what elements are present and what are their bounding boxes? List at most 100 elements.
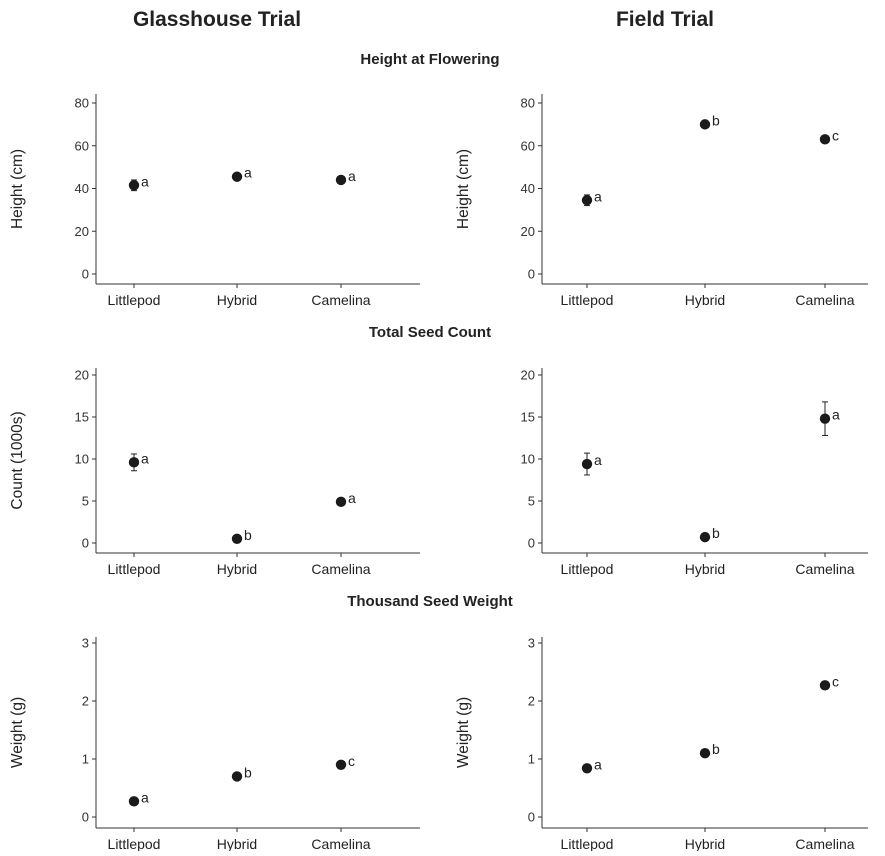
panel-glasshouse-height: 0 20 40 60 80 Height (cm) Littlepod a Hybrid a Cam… [9,94,420,308]
data-point [699,119,711,130]
y-tick-label: 0 [82,267,89,282]
significance-letter: b [712,525,720,541]
x-category-label: Camelina [795,836,854,851]
y-tick-label: 15 [75,410,89,425]
data-point [335,759,347,770]
x-category-label: Littlepod [108,561,161,577]
significance-letter: b [712,741,720,757]
x-category-label: Camelina [311,561,370,577]
significance-letter: a [141,789,149,805]
y-tick-label: 0 [528,810,535,825]
y-tick-label: 5 [528,494,535,509]
data-point [231,771,243,782]
x-category-label: Hybrid [217,292,257,308]
panel-field-height: 0 20 40 60 80 Height (cm) Littlepod a Hybrid b Cam… [455,94,868,308]
data-point [581,458,593,470]
panel-field-seed-count: 0 5 10 15 20 Littlepod a Hybrid b Camelina a [521,368,868,577]
x-category-label: Littlepod [561,836,614,851]
y-tick-label: 20 [521,224,535,239]
significance-letter: a [348,168,356,184]
significance-letter: c [832,673,839,689]
data-point [819,134,831,145]
data-point [581,195,593,206]
row-title-seed-count: Total Seed Count [369,324,491,341]
y-tick-label: 20 [75,368,89,383]
y-tick-label: 0 [82,810,89,825]
y-axis-label: Weight (g) [9,697,26,768]
panel-field-seed-weight: 0 1 2 3 Weight (g) Littlepod a Hybrid b Camelina c [455,636,868,852]
data-point [128,796,140,807]
y-tick-label: 0 [528,267,535,282]
y-tick-label: 15 [521,410,535,425]
x-category-label: Hybrid [685,836,725,851]
significance-letter: a [832,407,840,423]
y-tick-label: 80 [75,96,89,111]
y-tick-label: 5 [82,494,89,509]
significance-letter: c [348,753,355,769]
significance-letter: a [348,490,356,506]
y-tick-label: 10 [521,452,535,467]
data-point [231,533,243,544]
x-category-label: Hybrid [217,836,257,851]
x-category-label: Hybrid [685,561,725,577]
significance-letter: b [244,527,252,543]
data-point [128,180,140,191]
significance-letter: c [832,127,839,143]
data-point [819,680,831,691]
y-tick-label: 1 [528,752,535,767]
y-tick-label: 2 [82,694,89,709]
row-title-height: Height at Flowering [360,51,499,68]
significance-letter: b [712,112,720,128]
x-category-label: Camelina [795,292,854,308]
x-category-label: Hybrid [685,292,725,308]
y-tick-label: 40 [521,181,535,196]
data-point [231,171,243,182]
significance-letter: a [244,165,252,181]
y-axis-label: Count (1000s) [9,411,26,509]
x-category-label: Camelina [311,292,370,308]
y-tick-label: 0 [82,536,89,551]
x-category-label: Camelina [795,561,854,577]
x-category-label: Littlepod [108,836,161,851]
significance-letter: a [594,452,602,468]
significance-letter: a [141,450,149,466]
significance-letter: a [594,756,602,772]
y-tick-label: 2 [528,694,535,709]
x-category-label: Hybrid [217,561,257,577]
y-tick-label: 3 [82,636,89,651]
x-category-label: Camelina [311,836,370,851]
x-category-label: Littlepod [108,292,161,308]
data-point [335,496,347,508]
y-tick-label: 60 [75,138,89,153]
data-point [128,457,140,468]
y-tick-label: 20 [75,224,89,239]
y-tick-label: 20 [521,368,535,383]
y-tick-label: 3 [528,636,535,651]
panel-glasshouse-seed-weight: 0 1 2 3 Weight (g) Littlepod a Hybrid b Camelina c [9,636,420,852]
x-category-label: Littlepod [561,561,614,577]
significance-letter: a [594,188,602,204]
column-title-field: Field Trial [616,8,714,31]
y-axis-label: Weight (g) [455,697,472,768]
data-point [819,413,831,424]
row-title-seed-weight: Thousand Seed Weight [347,593,513,610]
panel-glasshouse-seed-count: 0 5 10 15 20 Count (1000s) Littlepod a Hybrid b Ca… [9,368,420,577]
y-tick-label: 80 [521,96,535,111]
y-axis-label: Height (cm) [9,149,26,229]
significance-letter: a [141,173,149,189]
x-category-label: Littlepod [561,292,614,308]
y-axis-label: Height (cm) [455,149,472,229]
y-tick-label: 40 [75,181,89,196]
data-point [699,531,711,543]
y-tick-label: 0 [528,536,535,551]
column-title-glasshouse: Glasshouse Trial [133,8,301,31]
y-tick-label: 60 [521,138,535,153]
data-point [581,763,593,774]
y-tick-label: 10 [75,452,89,467]
significance-letter: b [244,764,252,780]
data-point [699,748,711,759]
y-tick-label: 1 [82,752,89,767]
